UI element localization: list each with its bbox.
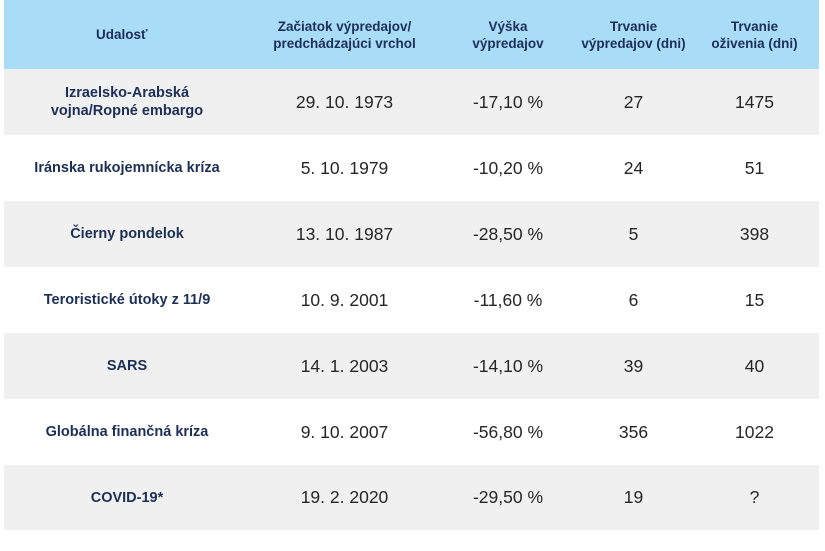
drop-cell: -17,10 % bbox=[472, 91, 544, 112]
start-date-cell: 29. 10. 1973 bbox=[295, 91, 394, 112]
recovery-duration-cell: 1475 bbox=[735, 91, 774, 112]
start-date-cell: 5. 10. 1979 bbox=[300, 157, 389, 178]
start-date-cell: 19. 2. 2020 bbox=[300, 487, 389, 507]
header-recovery-duration-line2: oživenia (dni) bbox=[711, 35, 798, 51]
header-recovery-duration-line1: Trvanie bbox=[730, 18, 779, 34]
table-row: SARS 14. 1. 2003 -14,10 % 39 40 bbox=[4, 333, 819, 399]
header-recovery-duration: Trvanie oživenia (dni) bbox=[690, 0, 819, 69]
market-selloff-table-container: Udalosť Začiatok výpredajov/predchádzajú… bbox=[4, 0, 819, 547]
event-cell: Teroristické útoky z 11/9 bbox=[43, 292, 211, 308]
start-date-cell: 9. 10. 2007 bbox=[300, 421, 389, 442]
sell-duration-cell: 356 bbox=[618, 421, 649, 442]
table-row: Iránska rukojemnícka kríza 5. 10. 1979 -… bbox=[4, 135, 819, 201]
table-row: Globálna finančná kríza 9. 10. 2007 -56,… bbox=[4, 399, 819, 465]
event-cell: COVID-19* bbox=[90, 489, 164, 506]
drop-cell: -28,50 % bbox=[472, 223, 544, 244]
header-sell-duration-line1: Trvanie bbox=[609, 18, 658, 34]
drop-cell: -10,20 % bbox=[472, 157, 544, 178]
start-date-cell: 14. 1. 2003 bbox=[300, 355, 389, 376]
sell-duration-cell: 39 bbox=[623, 355, 644, 376]
sell-duration-cell: 19 bbox=[623, 487, 644, 507]
drop-cell: -11,60 % bbox=[473, 289, 543, 310]
header-event-label: Udalosť bbox=[96, 27, 148, 42]
table-header: Udalosť Začiatok výpredajov/predchádzajú… bbox=[4, 0, 819, 69]
header-start: Začiatok výpredajov/predchádzajúci vrcho… bbox=[250, 0, 439, 69]
header-start-line2: predchádzajúci vrchol bbox=[273, 35, 416, 51]
recovery-duration-cell: 1022 bbox=[735, 421, 774, 442]
table-row: Teroristické útoky z 11/9 10. 9. 2001 -1… bbox=[4, 267, 819, 333]
event-name-line2: vojna/Ropné embargo bbox=[50, 103, 204, 119]
recovery-duration-cell: 40 bbox=[744, 355, 765, 376]
drop-cell: -56,80 % bbox=[472, 421, 544, 442]
recovery-duration-cell: 51 bbox=[744, 157, 765, 178]
sell-duration-cell: 24 bbox=[623, 157, 644, 178]
sell-duration-cell: 27 bbox=[623, 91, 644, 112]
market-selloff-table: Udalosť Začiatok výpredajov/predchádzajú… bbox=[4, 0, 819, 530]
sell-duration-cell: 6 bbox=[628, 289, 639, 310]
event-cell: Iránska rukojemnícka kríza bbox=[34, 160, 220, 176]
start-date-cell: 10. 9. 2001 bbox=[300, 289, 389, 310]
header-drop: Výška výpredajov bbox=[439, 0, 577, 69]
table-row: Čierny pondelok 13. 10. 1987 -28,50 % 5 … bbox=[4, 201, 819, 267]
table-row: COVID-19* 19. 2. 2020 -29,50 % 19 ? bbox=[4, 465, 819, 530]
drop-cell: -29,50 % bbox=[472, 487, 544, 507]
sell-duration-cell: 5 bbox=[628, 223, 639, 244]
header-sell-duration: Trvanie výpredajov (dni) bbox=[577, 0, 690, 69]
header-event: Udalosť bbox=[4, 0, 250, 69]
header-sell-duration-line2: výpredajov (dni) bbox=[581, 35, 686, 51]
start-date-cell: 13. 10. 1987 bbox=[295, 223, 394, 244]
table-row: Izraelsko-Arabská vojna/Ropné embargo 29.… bbox=[4, 69, 819, 135]
table-body: Izraelsko-Arabská vojna/Ropné embargo 29.… bbox=[4, 69, 819, 530]
event-cell: Globálna finančná kríza bbox=[45, 424, 209, 440]
event-cell: Čierny pondelok bbox=[70, 226, 184, 242]
drop-cell: -14,10 % bbox=[472, 355, 544, 376]
header-start-line1: Začiatok výpredajov/ bbox=[277, 18, 412, 34]
header-row: Udalosť Začiatok výpredajov/predchádzajú… bbox=[4, 0, 819, 69]
recovery-duration-cell: 398 bbox=[739, 223, 770, 244]
header-drop-line2: výpredajov bbox=[472, 35, 544, 51]
event-name-line1: Izraelsko-Arabská bbox=[64, 85, 190, 101]
event-cell: SARS bbox=[106, 358, 148, 374]
event-cell: Izraelsko-Arabská vojna/Ropné embargo bbox=[4, 69, 250, 135]
header-drop-line1: Výška bbox=[488, 18, 528, 34]
recovery-duration-cell: 15 bbox=[744, 289, 765, 310]
recovery-duration-cell: ? bbox=[749, 487, 760, 507]
